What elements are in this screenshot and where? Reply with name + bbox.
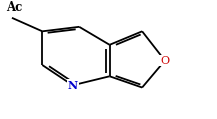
Text: O: O [160,56,169,66]
Text: N: N [68,80,78,91]
Text: Ac: Ac [7,1,23,14]
